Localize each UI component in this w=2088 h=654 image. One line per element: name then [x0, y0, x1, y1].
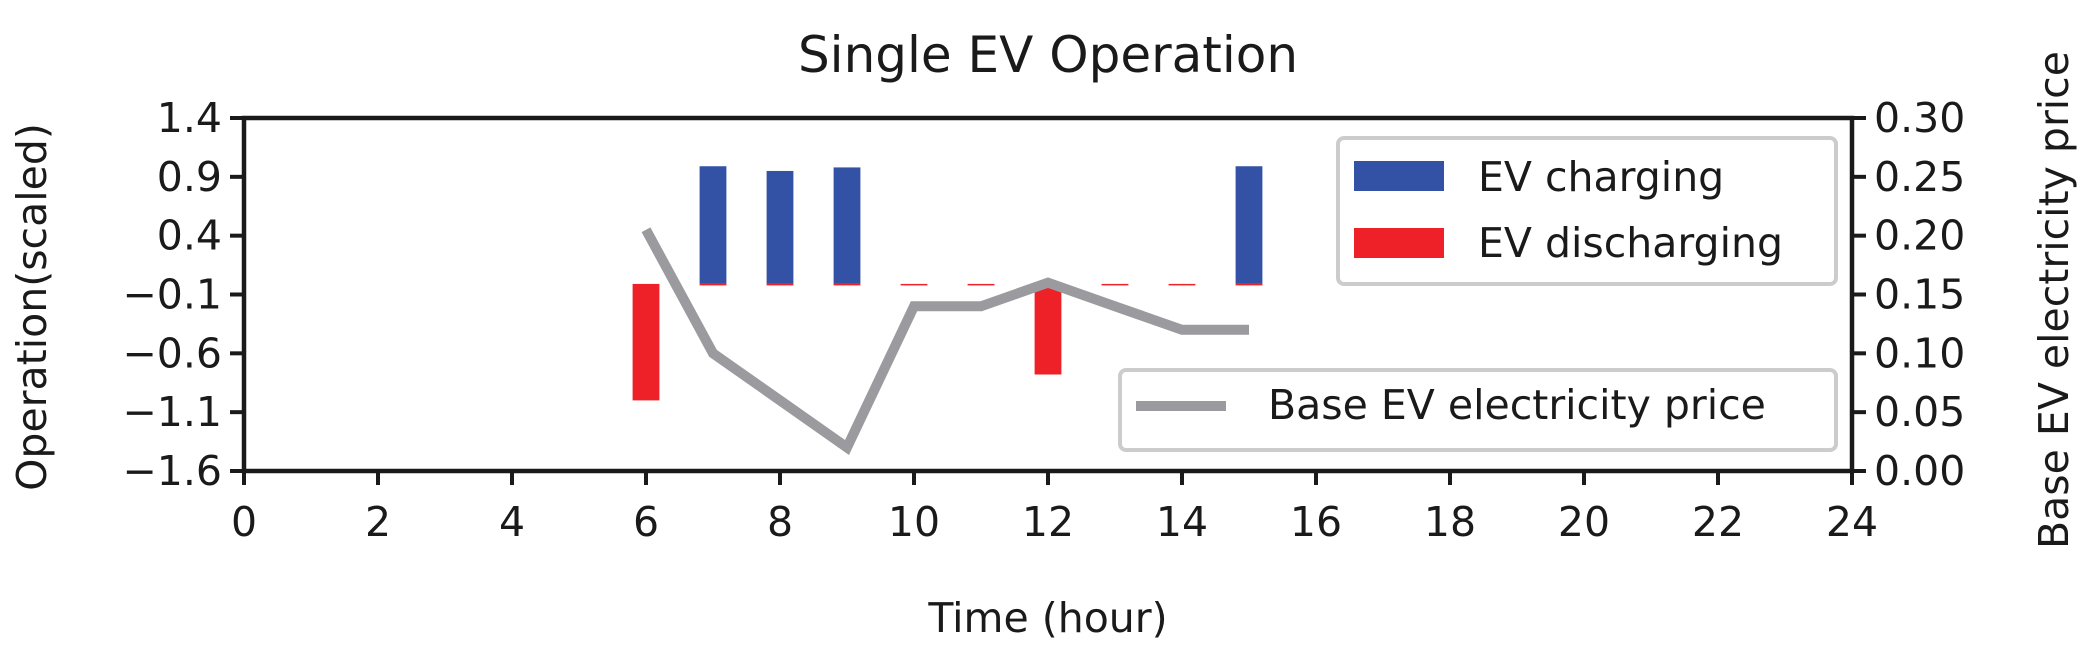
- legend-label-price: Base EV electricity price: [1268, 381, 1766, 429]
- y-tick-label: −1.6: [122, 447, 222, 495]
- price-line-layer: [641, 227, 1249, 456]
- x-tick-label: 2: [365, 498, 391, 546]
- charging-bar-7: [699, 166, 727, 284]
- discharging-bar-10: [900, 283, 928, 286]
- x-tick-label: 4: [499, 498, 525, 546]
- y2-tick-label: 0.10: [1874, 329, 1965, 377]
- y-tick-label: −1.1: [122, 388, 222, 436]
- y2-tick-label: 0.00: [1874, 447, 1965, 495]
- x-tick-label: 0: [231, 498, 257, 546]
- legend-swatch-charging: [1354, 161, 1444, 191]
- y2-tick-label: 0.05: [1874, 388, 1965, 436]
- legend-line: Base EV electricity price: [1118, 368, 1838, 452]
- y-tick-label: −0.1: [122, 271, 222, 319]
- y-tick-label: 0.4: [157, 212, 222, 260]
- chart-title: Single EV Operation: [798, 26, 1298, 84]
- legend-label-charging: EV charging: [1478, 153, 1724, 201]
- y-axis-right: 0.00 0.05 0.10 0.15 0.20 0.25 0.30: [1852, 94, 1965, 495]
- charging-bar-8: [766, 170, 794, 284]
- x-axis: 0 2 4 6 8 10 12 14 16 18 20 22 24: [231, 471, 1878, 546]
- discharging-bar-6: [632, 283, 660, 401]
- charging-bar-9: [833, 167, 861, 284]
- discharging-bar-9: [833, 283, 861, 286]
- y2-tick-label: 0.20: [1874, 212, 1965, 260]
- charging-bar-15: [1235, 166, 1263, 284]
- legend-frame: [1118, 368, 1838, 452]
- discharging-bar-13: [1101, 283, 1129, 286]
- y-axis-left: −1.6 −1.1 −0.6 −0.1 0.4 0.9 1.4: [122, 94, 244, 495]
- discharging-bar-14: [1168, 283, 1196, 286]
- y2-tick-label: 0.30: [1874, 94, 1965, 142]
- bars-layer: [632, 166, 1263, 401]
- x-tick-label: 14: [1156, 498, 1208, 546]
- discharging-bar-8: [766, 283, 794, 286]
- x-tick-label: 18: [1424, 498, 1476, 546]
- discharging-bar-12: [1034, 283, 1062, 375]
- discharging-bar-7: [699, 283, 727, 286]
- discharging-bar-15: [1235, 283, 1263, 286]
- price-line: [641, 227, 1249, 456]
- x-tick-label: 10: [888, 498, 940, 546]
- x-axis-label: Time (hour): [927, 594, 1167, 642]
- x-tick-label: 16: [1290, 498, 1342, 546]
- legend-bars: EV charging EV discharging: [1336, 136, 1838, 286]
- y2-tick-label: 0.15: [1874, 271, 1965, 319]
- legend-label-discharging: EV discharging: [1478, 219, 1783, 267]
- y-axis-label: Operation(scaled): [8, 123, 56, 491]
- legend-frame: [1336, 136, 1838, 286]
- legend-swatch-discharging: [1354, 228, 1444, 258]
- y-tick-label: 1.4: [157, 94, 222, 142]
- y2-axis-label: Base EV electricity price: [2030, 51, 2078, 549]
- y-tick-label: −0.6: [122, 329, 222, 377]
- x-tick-label: 20: [1558, 498, 1610, 546]
- x-tick-label: 8: [767, 498, 793, 546]
- x-tick-label: 24: [1826, 498, 1878, 546]
- y2-tick-label: 0.25: [1874, 153, 1965, 201]
- x-tick-label: 12: [1022, 498, 1074, 546]
- discharging-bar-11: [967, 283, 995, 286]
- y-tick-label: 0.9: [157, 153, 222, 201]
- x-tick-label: 22: [1692, 498, 1744, 546]
- x-tick-label: 6: [633, 498, 659, 546]
